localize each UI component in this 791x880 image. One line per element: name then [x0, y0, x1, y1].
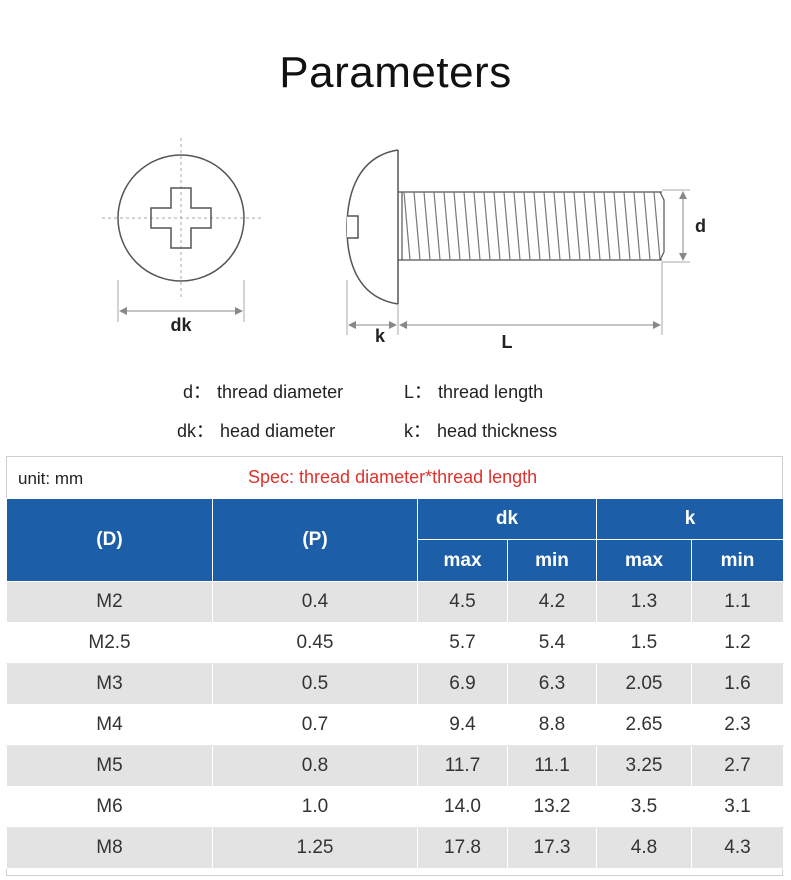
cell-k-min: 4.3: [690, 827, 785, 869]
cell-dk-min: 6.3: [507, 663, 597, 705]
table-row: M2 0.4 4.5 4.2 1.3 1.1: [6, 581, 785, 623]
table-row: M4 0.7 9.4 8.8 2.65 2.3: [6, 704, 785, 746]
legend-symbol: k：: [404, 421, 431, 441]
cell-d: M2: [6, 581, 213, 623]
cell-k-min: 2.3: [690, 704, 785, 746]
cell-dk-max: 6.9: [417, 663, 508, 705]
cell-d: M5: [6, 745, 213, 787]
cell-d: M3: [6, 663, 213, 705]
cell-dk-min: 4.2: [507, 581, 597, 623]
header-d: (D): [6, 498, 213, 582]
header-k-max: max: [596, 539, 692, 582]
legend-head-diameter: dk： head diameter: [177, 417, 335, 443]
cell-k-max: 2.05: [596, 663, 692, 705]
cell-d: M8: [6, 827, 213, 869]
spec-label: Spec: thread diameter*thread length: [248, 467, 538, 487]
legend-symbol: dk：: [177, 421, 215, 441]
cell-dk-max: 5.7: [417, 622, 508, 664]
header-p: (P): [212, 498, 418, 582]
cell-dk-min: 8.8: [507, 704, 597, 746]
L-dimension-label: L: [502, 332, 513, 352]
cell-dk-max: 4.5: [417, 581, 508, 623]
cell-dk-min: 13.2: [507, 786, 597, 828]
d-dimension-label: d: [695, 216, 706, 236]
legend-text: thread length: [438, 382, 544, 402]
k-dimension-label: k: [375, 326, 386, 346]
legend-symbol: L：: [404, 382, 433, 402]
screw-head-top-view: [102, 138, 262, 300]
table-row: M3 0.5 6.9 6.3 2.05 1.6: [6, 663, 785, 705]
cell-k-max: 4.8: [596, 827, 692, 869]
cell-dk-max: 11.7: [417, 745, 508, 787]
cell-k-max: 3.5: [596, 786, 692, 828]
legend-thread-diameter: d： thread diameter: [183, 378, 343, 404]
cell-k-max: 2.65: [596, 704, 692, 746]
cell-k-min: 3.1: [690, 786, 785, 828]
cell-d: M2.5: [6, 622, 213, 664]
legend-text: head thickness: [437, 421, 558, 441]
screw-dimension-diagram: dk d k L: [102, 138, 706, 352]
cell-dk-max: 17.8: [417, 827, 508, 869]
cell-d: M6: [6, 786, 213, 828]
header-dk-min: min: [507, 539, 597, 582]
screw-side-view: [346, 149, 665, 305]
cell-k-max: 1.3: [596, 581, 692, 623]
header-dk: dk: [417, 498, 597, 540]
cell-p: 1.25: [212, 827, 418, 869]
phillips-cross-icon: [150, 187, 212, 249]
cell-dk-min: 5.4: [507, 622, 597, 664]
legend-head-thickness: k： head thickness: [404, 417, 557, 443]
cell-dk-min: 11.1: [507, 745, 597, 787]
cell-k-min: 1.2: [690, 622, 785, 664]
cell-d: M4: [6, 704, 213, 746]
unit-label: unit: mm: [18, 469, 84, 488]
cell-k-min: 1.1: [690, 581, 785, 623]
table-row: M6 1.0 14.0 13.2 3.5 3.1: [6, 786, 785, 828]
header-k-min: min: [690, 539, 785, 582]
cell-k-max: 1.5: [596, 622, 692, 664]
cell-k-min: 1.6: [690, 663, 785, 705]
legend-text: thread diameter: [217, 382, 344, 402]
cell-p: 0.7: [212, 704, 418, 746]
cell-p: 0.45: [212, 622, 418, 664]
cell-k-max: 3.25: [596, 745, 692, 787]
cell-k-min: 2.7: [690, 745, 785, 787]
cell-p: 0.4: [212, 581, 418, 623]
legend-symbol: d：: [183, 382, 212, 402]
header-k: k: [595, 498, 785, 540]
dk-dimension-label: dk: [170, 315, 192, 335]
parameters-table: (D) (P) dk k max min max min M2 0.4 4.5 …: [6, 498, 785, 869]
table-row: M8 1.25 17.8 17.3 4.8 4.3: [6, 827, 785, 869]
table-row: M2.5 0.45 5.7 5.4 1.5 1.2: [6, 622, 785, 664]
cell-dk-max: 9.4: [417, 704, 508, 746]
legend-thread-length: L： thread length: [404, 378, 543, 404]
cell-p: 1.0: [212, 786, 418, 828]
table-row: M5 0.8 11.7 11.1 3.25 2.7: [6, 745, 785, 787]
cell-p: 0.5: [212, 663, 418, 705]
page-title: Parameters: [279, 48, 512, 97]
header-dk-max: max: [417, 539, 508, 582]
cell-dk-min: 17.3: [507, 827, 597, 869]
legend-text: head diameter: [220, 421, 336, 441]
cell-dk-max: 14.0: [417, 786, 508, 828]
cell-p: 0.8: [212, 745, 418, 787]
